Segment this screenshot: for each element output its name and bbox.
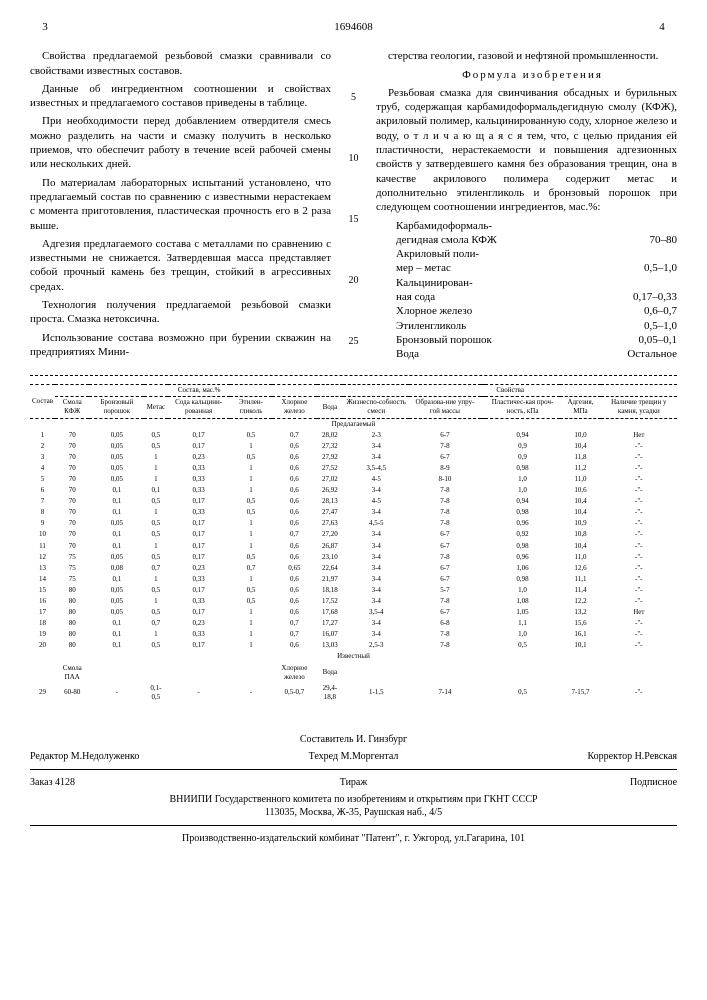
para: Технология получения предлагаемой резьбо… — [30, 298, 331, 327]
table-row: 16800,0510,330,50,617,523-47-81,0812,2-"… — [30, 596, 677, 607]
para: Свойства предлагаемой резьбовой смазки с… — [30, 49, 331, 78]
table-row: Смола ПААХлорное железоВода — [30, 663, 677, 683]
para: Данные об ингредиентном соотношении и св… — [30, 82, 331, 111]
table-row: 2960-80-0,1-0,5--0,5-0,729,4-18,81-1,57-… — [30, 683, 677, 703]
page-header: 3 1694608 4 — [30, 20, 677, 34]
table-row: 18800,10,70,2310,717,273-46-81,115,6-"- — [30, 618, 677, 629]
table-row: 2700,050,50,1710,627,323-47-80,910,4-"- — [30, 441, 677, 452]
table-row: 15800,050,50,170,50,618,183-45-71,011,4-… — [30, 585, 677, 596]
para: Адгезия предлагаемого состава с металлам… — [30, 237, 331, 294]
table-row: 19800,110,3310,716,073-47-81,016,1-"- — [30, 629, 677, 640]
org: ВНИИПИ Государственного комитета по изоб… — [30, 793, 677, 806]
ingredient-row: Кальцинирован- — [396, 276, 677, 290]
right-column: стерства геологии, газовой и нефтяной пр… — [376, 49, 677, 363]
data-table: Состав Состав, мас.% Свойства Смола КФЖБ… — [30, 384, 677, 703]
page-num-right: 4 — [647, 20, 677, 34]
table-row: 9700,050,50,1710,627,634,5-57-80,9610,9-… — [30, 518, 677, 529]
doc-number: 1694608 — [60, 20, 647, 34]
table-row: 10700,10,50,1710,727,203-46-70,9210,8-"- — [30, 529, 677, 540]
ingredient-row: Этиленгликоль0,5–1,0 — [396, 319, 677, 333]
ingredient-row: Бронзовый порошок0,05–0,1 — [396, 333, 677, 347]
footer: Составитель И. Гинзбург Редактор М.Недол… — [30, 733, 677, 845]
table-row: 5700,0510,3310,627,024-58-101,011,0-"- — [30, 474, 677, 485]
para: По материалам лабораторных испытаний уст… — [30, 176, 331, 233]
table-row: 13750,080,70,230,70,6522,643-46-71,0612,… — [30, 563, 677, 574]
table-row: 1700,050,50,170,50,728,022-36-70,9410,0Н… — [30, 430, 677, 441]
table-row: 17800,050,50,1710,617,683,5-46-71,0513,2… — [30, 607, 677, 618]
left-column: Свойства предлагаемой резьбовой смазки с… — [30, 49, 331, 363]
ingredient-row: Акриловый поли- — [396, 247, 677, 261]
para: Резьбовая смазка для свинчивания обсадны… — [376, 86, 677, 215]
ingredient-row: Карбамидоформаль- — [396, 219, 677, 233]
press: Производственно-издательский комбинат "П… — [30, 832, 677, 845]
table-row: 4700,0510,3310,627,523,5-4,58-90,9811,2-… — [30, 463, 677, 474]
compiler-label: Составитель — [300, 733, 354, 746]
table-row: 8700,110,330,50,627,473-47-80,9810,4-"- — [30, 507, 677, 518]
compiler: И. Гинзбург — [356, 733, 407, 746]
table-row: 14750,110,3310,621,973-46-70,9811,1-"- — [30, 574, 677, 585]
table-row: 6700,10,10,3310,626,923-47-81,010,6-"- — [30, 485, 677, 496]
formula-title: Формула изобретения — [376, 68, 677, 82]
line-numbers: 5 10 15 20 25 — [346, 49, 361, 363]
ingredients-list: Карбамидоформаль-дегидная смола КФЖ70–80… — [396, 219, 677, 362]
table-row: 12750,050,50,170,50,623,103-47-80,9611,0… — [30, 552, 677, 563]
table-row: 7700,10,50,170,50,628,134-57-80,9410,4-"… — [30, 496, 677, 507]
ingredient-row: ВодаОстальное — [396, 347, 677, 361]
ingredient-row: Хлорное железо0,6–0,7 — [396, 304, 677, 318]
addr: 113035, Москва, Ж-35, Раушская наб., 4/5 — [30, 806, 677, 819]
table-row: 20800,10,50,1710,613,032,5-37-80,510,1-"… — [30, 640, 677, 651]
para: При необходимости перед добавлением отве… — [30, 114, 331, 171]
table-row: 3700,0510,230,50,627,923-46-70,911,8-"- — [30, 452, 677, 463]
page-num-left: 3 — [30, 20, 60, 34]
table-row: 11700,110,1710,626,873-46-70,9810,4-"- — [30, 541, 677, 552]
ingredient-row: дегидная смола КФЖ70–80 — [396, 233, 677, 247]
para: Использование состава возможно при бурен… — [30, 331, 331, 360]
para: стерства геологии, газовой и нефтяной пр… — [376, 49, 677, 63]
ingredient-row: ная сода0,17–0,33 — [396, 290, 677, 304]
ingredient-row: мер – метас0,5–1,0 — [396, 261, 677, 275]
